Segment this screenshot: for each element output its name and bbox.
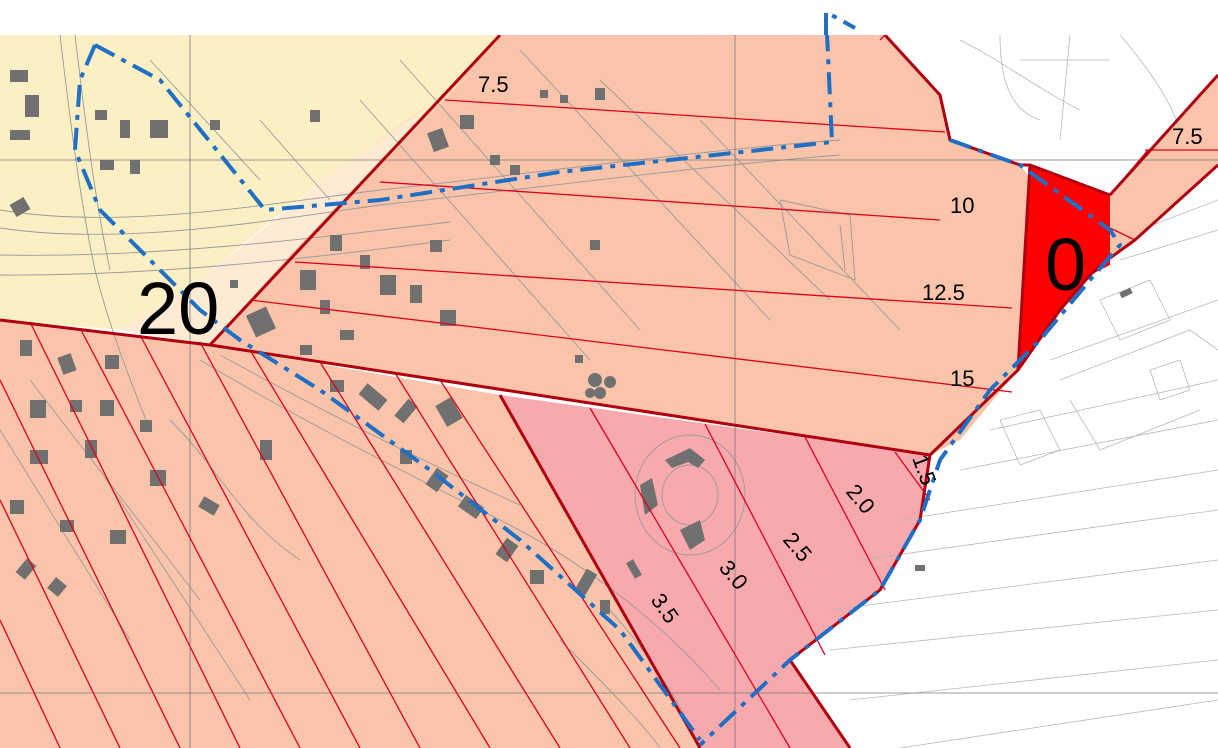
contour-label-7-5-north: 7.5 bbox=[478, 72, 509, 97]
top-margin bbox=[0, 0, 1218, 35]
zone-salmon-north bbox=[210, 35, 1028, 455]
site-boundary bbox=[94, 10, 856, 212]
contour-label-7-5-east: 7.5 bbox=[1172, 124, 1203, 149]
zone-labels: 20 0 bbox=[137, 223, 1086, 350]
buildings bbox=[9, 70, 1133, 614]
zone-yellow bbox=[0, 35, 500, 330]
map-grid bbox=[0, 35, 1218, 748]
contour-label-12-5: 12.5 bbox=[922, 280, 965, 305]
site-boundary-west bbox=[73, 44, 702, 742]
site-boundary-north-tip bbox=[824, 10, 856, 35]
zone-red bbox=[1018, 165, 1110, 370]
contour-label-10: 10 bbox=[950, 193, 974, 218]
zone-label-0: 0 bbox=[1045, 223, 1086, 306]
zone-yellow-band bbox=[120, 75, 470, 345]
contour-label-15: 15 bbox=[950, 366, 974, 391]
zone-salmon-east-strip bbox=[1110, 75, 1218, 258]
site-boundary-east bbox=[698, 138, 1122, 747]
zone-salmon-south bbox=[0, 320, 700, 748]
zone-edges bbox=[0, 33, 1218, 748]
zone-label-20: 20 bbox=[137, 267, 219, 350]
zone-pink bbox=[500, 395, 930, 748]
contour-lines bbox=[0, 34, 1218, 748]
